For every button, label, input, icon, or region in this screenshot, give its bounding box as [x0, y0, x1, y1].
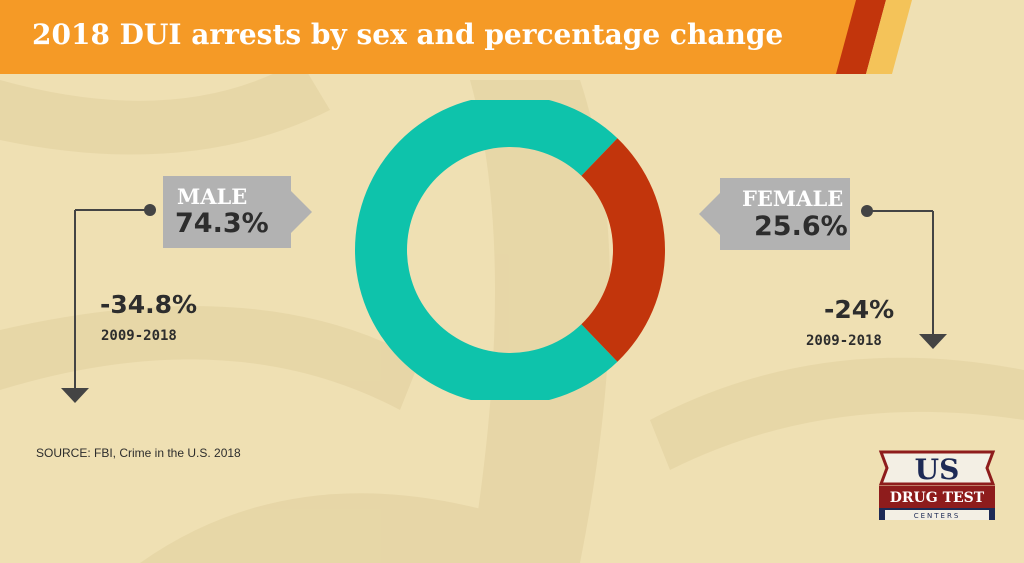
donut-slice-female: [581, 138, 665, 362]
female-percentage: 25.6%: [754, 211, 848, 242]
male-label: MALE: [177, 184, 248, 209]
female-callout-pointer: [699, 192, 721, 236]
male-change-period: 2009-2018: [101, 328, 177, 344]
female-change-value: -24%: [824, 295, 895, 324]
female-callout: FEMALE 25.6%: [720, 178, 850, 250]
banner-background: [0, 0, 856, 74]
female-label: FEMALE: [742, 186, 844, 211]
page-title: 2018 DUI arrests by sex and percentage c…: [32, 18, 784, 51]
source-note: SOURCE: FBI, Crime in the U.S. 2018: [36, 446, 241, 460]
male-percentage: 74.3%: [175, 208, 269, 239]
donut-chart: [354, 100, 665, 400]
banner-stripe-light: [866, 0, 912, 74]
banner-stripe-dark: [836, 0, 886, 74]
svg-text:CENTERS: CENTERS: [914, 512, 961, 520]
male-callout-pointer: [290, 190, 312, 234]
donut-slice-male: [354, 100, 618, 400]
svg-text:DRUG TEST: DRUG TEST: [890, 490, 985, 506]
us-drug-test-centers-logo: US DRUG TEST CENTERS: [878, 450, 996, 520]
header-banner: [0, 0, 912, 74]
svg-text:US: US: [915, 453, 960, 486]
male-change-value: -34.8%: [100, 290, 198, 319]
male-callout: MALE 74.3%: [163, 176, 291, 248]
female-change-period: 2009-2018: [806, 333, 882, 349]
